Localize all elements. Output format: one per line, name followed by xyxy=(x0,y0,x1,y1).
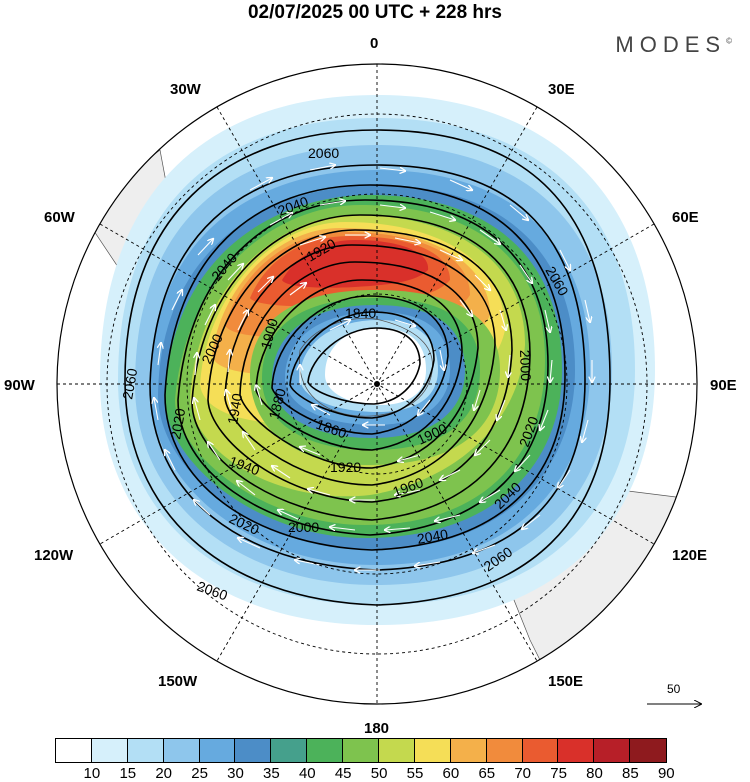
contour-label: 2060 xyxy=(119,367,140,401)
colorbar-swatch xyxy=(594,739,631,762)
lon-label-120w: 120W xyxy=(34,547,74,564)
colorbar-swatch xyxy=(271,739,308,762)
copyright-mark: © xyxy=(726,36,732,46)
wind-speed-shading xyxy=(100,95,655,625)
colorbar-tick-label: 75 xyxy=(550,765,567,782)
lon-label-120e: 120E xyxy=(672,547,707,564)
brand-text: MODES xyxy=(615,32,727,57)
lon-label-30w: 30W xyxy=(170,81,202,98)
height-contours xyxy=(124,129,611,606)
brand-logo: MODES© xyxy=(615,32,732,58)
contour-label: 1880 xyxy=(265,386,289,420)
colorbar-swatch xyxy=(163,739,200,762)
map-border xyxy=(56,63,698,705)
contour-label: 1940 xyxy=(224,392,245,426)
colorbar-tick-label: 40 xyxy=(298,765,316,782)
colorbar-tick-label: 55 xyxy=(406,765,424,782)
lon-label-90w: 90W xyxy=(4,377,36,394)
lon-label-150e: 150E xyxy=(548,673,583,690)
wind-arrows xyxy=(154,165,592,570)
lon-label-60e: 60E xyxy=(672,209,699,226)
colorbar-tick-label: 60 xyxy=(442,765,460,782)
wind-reference: 50 xyxy=(645,682,715,722)
contour-label: 1840 xyxy=(345,305,376,321)
lon-label-60w: 60W xyxy=(44,209,76,226)
colorbar-tick-label: 50 xyxy=(370,765,388,782)
longitude-labels: 0 180 90W 90E 30W 60W 30E 60E 120W 150W … xyxy=(4,35,737,737)
colorbar-swatch xyxy=(127,739,164,762)
colorbar-tick-label: 25 xyxy=(191,765,208,782)
colorbar-swatch xyxy=(414,739,451,762)
colorbar-swatch xyxy=(630,739,667,762)
colorbar-swatch xyxy=(522,739,559,762)
lon-label-180: 180 xyxy=(364,720,389,737)
south-pole-marker xyxy=(374,381,380,387)
lon-label-0: 0 xyxy=(370,35,378,52)
colorbar-tick-label: 80 xyxy=(586,765,603,782)
colorbar-swatch xyxy=(235,739,272,762)
colorbar-swatch xyxy=(486,739,523,762)
lon-label-90e: 90E xyxy=(710,377,737,394)
contour-label: 1900 xyxy=(257,316,281,350)
lon-label-150w: 150W xyxy=(158,673,198,690)
colorbar-tick-label: 10 xyxy=(83,765,101,782)
colorbar-tick-label: 65 xyxy=(478,765,496,782)
colorbar-swatch xyxy=(450,739,487,762)
contour-label: 1920 xyxy=(330,459,361,475)
colorbar-swatch xyxy=(343,739,380,762)
contour-label: 2060 xyxy=(308,145,339,161)
colorbar-swatch xyxy=(558,739,595,762)
colorbar-swatch xyxy=(379,739,415,762)
contour-label: 2000 xyxy=(288,519,319,535)
colorbar-tick-label: 20 xyxy=(155,765,173,782)
contour-label: 2020 xyxy=(167,407,188,441)
colorbar-tick-label: 90 xyxy=(657,765,675,782)
colorbar-swatch xyxy=(307,739,344,762)
colorbar-tick-label: 70 xyxy=(514,765,532,782)
colorbar-tick-label: 30 xyxy=(227,765,244,782)
colorbar-swatch xyxy=(56,739,92,762)
colorbar-tick-label: 35 xyxy=(263,765,280,782)
arrow-right-icon xyxy=(647,682,715,722)
wind-reference-value: 50 xyxy=(667,682,681,696)
contour-label: 2000 xyxy=(517,350,534,382)
page-title: 02/07/2025 00 UTC + 228 hrs xyxy=(247,2,503,23)
colorbar-swatch xyxy=(199,739,236,762)
lon-label-30e: 30E xyxy=(548,81,575,98)
antarctica-coast xyxy=(298,317,433,417)
colorbar xyxy=(55,738,668,763)
contour-label: 2040 xyxy=(416,526,450,547)
colorbar-tick-label: 85 xyxy=(622,765,639,782)
colorbar-tick-label: 45 xyxy=(334,765,352,782)
colorbar-tick-label: 15 xyxy=(119,765,137,782)
colorbar-swatch xyxy=(91,739,128,762)
